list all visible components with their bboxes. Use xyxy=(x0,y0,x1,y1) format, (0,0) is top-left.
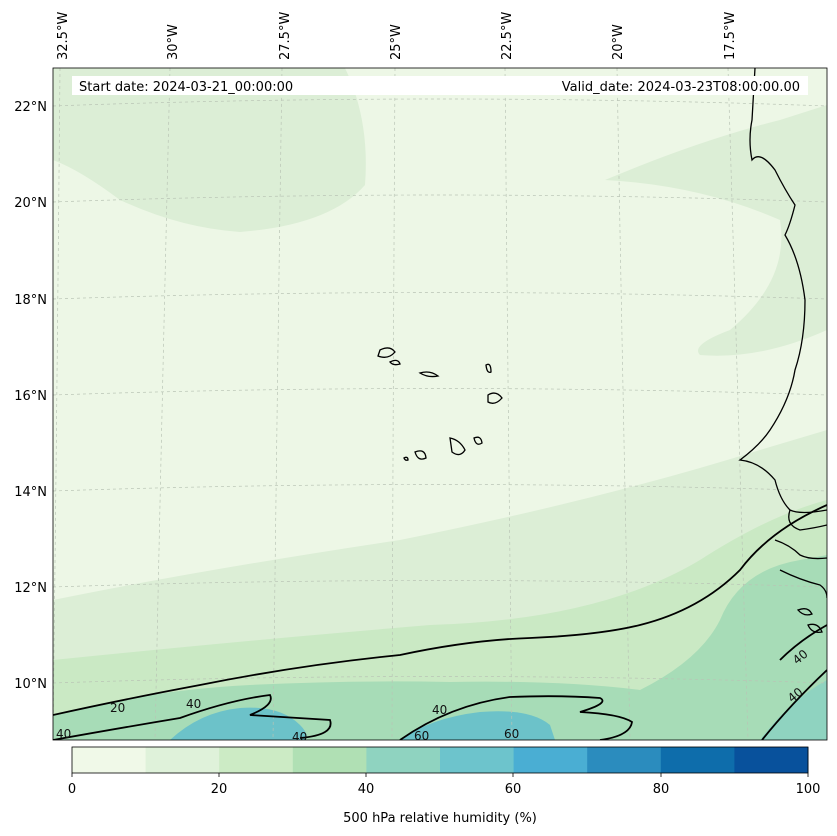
island-sal xyxy=(485,363,492,373)
humidity-region-south-teal xyxy=(53,555,827,740)
colorbar-cell xyxy=(292,747,367,773)
colorbar-tick-label: 80 xyxy=(653,782,670,797)
contour-40-northeast xyxy=(779,624,827,661)
colorbar-tick-label: 60 xyxy=(505,782,522,797)
island-bissagos-1 xyxy=(796,608,813,616)
colorbar-cell xyxy=(513,747,588,773)
contour-label: 40 xyxy=(432,703,447,717)
latitude-labels: 22°N 20°N 18°N 16°N 14°N 12°N 10°N xyxy=(14,100,47,692)
lat-label: 10°N xyxy=(14,677,47,692)
colorbar-cell xyxy=(72,747,147,773)
colorbar-tick-label: 40 xyxy=(358,782,375,797)
contour-40-west xyxy=(53,694,332,740)
start-date-label: Start date: 2024-03-21_00:00:00 xyxy=(79,80,293,95)
contour-label: 40 xyxy=(56,727,71,741)
colorbar: 0 20 40 60 80 100 500 hPa relative humid… xyxy=(68,746,821,826)
lat-label: 16°N xyxy=(14,389,47,404)
island-fogo xyxy=(414,450,427,460)
colorbar-cell xyxy=(145,747,220,773)
humidity-region-northeast xyxy=(605,105,827,356)
humidity-region-south-mid xyxy=(53,500,827,740)
colorbar-cell xyxy=(734,747,809,773)
contour-label: 40 xyxy=(292,730,307,744)
island-santiago xyxy=(449,437,466,456)
header-strip xyxy=(72,76,808,95)
colorbar-cell xyxy=(660,747,735,773)
lon-label: 27.5°W xyxy=(278,12,293,60)
map-plot-area: 20 40 40 40 60 60 40 40 40 Start date: 2… xyxy=(52,67,828,744)
lon-label: 22.5°W xyxy=(500,12,515,60)
africa-coast xyxy=(738,68,827,514)
lat-label: 18°N xyxy=(14,293,47,308)
lon-label: 30°W xyxy=(166,24,181,60)
lon-label: 32.5°W xyxy=(56,12,71,60)
lon-label: 25°W xyxy=(389,24,404,60)
colorbar-cell xyxy=(219,747,294,773)
island-sao-vicente xyxy=(389,359,401,366)
graticule xyxy=(53,68,827,740)
contour-40-central xyxy=(399,695,633,740)
lon-label: 17.5°W xyxy=(723,12,738,60)
lat-label: 20°N xyxy=(14,196,47,211)
contour-label: 20 xyxy=(110,701,125,715)
colorbar-tick-label: 20 xyxy=(211,782,228,797)
coastlines xyxy=(377,68,827,633)
lat-label: 22°N xyxy=(14,100,47,115)
lat-label: 14°N xyxy=(14,485,47,500)
humidity-patch-east xyxy=(760,680,827,740)
lat-label: 12°N xyxy=(14,581,47,596)
colorbar-frame xyxy=(71,746,809,774)
contour-20 xyxy=(53,504,827,716)
colorbar-tick-label: 100 xyxy=(796,782,821,797)
guinea-bissau-coast xyxy=(774,509,827,599)
island-bissagos-2 xyxy=(807,623,823,633)
colorbar-cell xyxy=(440,747,515,773)
longitude-labels: 32.5°W 30°W 27.5°W 25°W 22.5°W 20°W 17.5… xyxy=(56,12,738,60)
colorbar-cell xyxy=(366,747,441,773)
contour-label: 60 xyxy=(504,727,519,741)
island-santo-antao xyxy=(377,347,396,358)
colorbar-cell xyxy=(587,747,662,773)
valid-date-label: Valid_date: 2024-03-23T08:00:00.00 xyxy=(562,80,800,95)
colorbar-tick-marks xyxy=(71,773,809,777)
contour-label: 40 xyxy=(186,697,201,711)
lon-label: 20°W xyxy=(611,24,626,60)
island-sao-nicolau xyxy=(418,371,440,378)
contour-40-east xyxy=(761,669,827,740)
contour-label: 60 xyxy=(414,729,429,743)
humidity-patch-60-central xyxy=(400,711,555,740)
colorbar-title: 500 hPa relative humidity (%) xyxy=(343,811,537,826)
island-maio xyxy=(473,436,483,445)
humidity-contours xyxy=(53,504,827,740)
colorbar-cells xyxy=(72,747,809,773)
island-boa-vista xyxy=(487,392,503,404)
map-border xyxy=(52,67,828,741)
colorbar-tick-label: 0 xyxy=(68,782,76,797)
island-brava xyxy=(403,456,409,461)
humidity-region-northwest xyxy=(53,68,366,232)
